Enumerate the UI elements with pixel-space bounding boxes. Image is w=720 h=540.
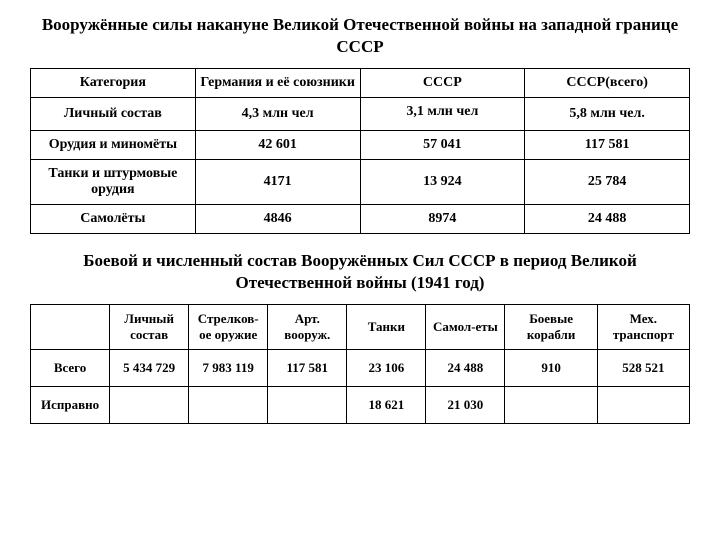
table2-header-rifles: Стрелков-ое оружие	[189, 305, 268, 350]
table1-row-2: Танки и штурмовые орудия 4171 13 924 25 …	[31, 160, 690, 205]
table1-header-ussr: СССР	[360, 69, 525, 98]
table1-cell: 4846	[195, 205, 360, 234]
table2-cell: 23 106	[347, 350, 426, 387]
table2-header-aircraft: Самол-еты	[426, 305, 505, 350]
table2-cell: 5 434 729	[110, 350, 189, 387]
table2-cell: 18 621	[347, 387, 426, 424]
table2-row-1: Исправно 18 621 21 030	[31, 387, 690, 424]
table1-cell: 57 041	[360, 131, 525, 160]
table2-cell: Всего	[31, 350, 110, 387]
table1-cell: 3,1 млн чел	[360, 98, 525, 131]
table1-cell: 13 924	[360, 160, 525, 205]
table2-cell: 7 983 119	[189, 350, 268, 387]
title-2: Боевой и численный состав Вооружённых Си…	[30, 250, 690, 294]
table1-cell: 25 784	[525, 160, 690, 205]
table1-header-category: Категория	[31, 69, 196, 98]
table2-header-ships: Боевые корабли	[505, 305, 597, 350]
table2-header-personnel: Личный состав	[110, 305, 189, 350]
table2-header-transport: Мех. транспорт	[597, 305, 689, 350]
table2-cell: 24 488	[426, 350, 505, 387]
table1-header-germany: Германия и её союзники	[195, 69, 360, 98]
table2-cell	[189, 387, 268, 424]
table1-cell: 117 581	[525, 131, 690, 160]
table1-row-1: Орудия и миномёты 42 601 57 041 117 581	[31, 131, 690, 160]
table1-cell: 4171	[195, 160, 360, 205]
table1-header-ussr-total: СССР(всего)	[525, 69, 690, 98]
table2-header-tanks: Танки	[347, 305, 426, 350]
table1-cell: Самолёты	[31, 205, 196, 234]
table2-row-0: Всего 5 434 729 7 983 119 117 581 23 106…	[31, 350, 690, 387]
table1-cell: 5,8 млн чел.	[525, 98, 690, 131]
table2-cell	[110, 387, 189, 424]
table1-header-row: Категория Германия и её союзники СССР СС…	[31, 69, 690, 98]
table1-cell: 4,3 млн чел	[195, 98, 360, 131]
table1-cell: Орудия и миномёты	[31, 131, 196, 160]
table1-cell: Личный состав	[31, 98, 196, 131]
table2-cell: Исправно	[31, 387, 110, 424]
table2-header-row: Личный состав Стрелков-ое оружие Арт. во…	[31, 305, 690, 350]
table1-row-0: Личный состав 4,3 млн чел 3,1 млн чел 5,…	[31, 98, 690, 131]
table2-cell	[505, 387, 597, 424]
table2-cell: 528 521	[597, 350, 689, 387]
composition-table: Личный состав Стрелков-ое оружие Арт. во…	[30, 304, 690, 424]
title-1: Вооружённые силы накануне Великой Отечес…	[30, 14, 690, 58]
armed-forces-table: Категория Германия и её союзники СССР СС…	[30, 68, 690, 234]
table2-cell: 21 030	[426, 387, 505, 424]
table1-cell: Танки и штурмовые орудия	[31, 160, 196, 205]
table1-cell: 8974	[360, 205, 525, 234]
table1-row-3: Самолёты 4846 8974 24 488	[31, 205, 690, 234]
table2-cell	[268, 387, 347, 424]
table1-cell: 42 601	[195, 131, 360, 160]
table2-header-artillery: Арт. вооруж.	[268, 305, 347, 350]
table1-cell: 24 488	[525, 205, 690, 234]
table2-cell: 117 581	[268, 350, 347, 387]
table2-cell	[597, 387, 689, 424]
table2-header-empty	[31, 305, 110, 350]
table2-cell: 910	[505, 350, 597, 387]
